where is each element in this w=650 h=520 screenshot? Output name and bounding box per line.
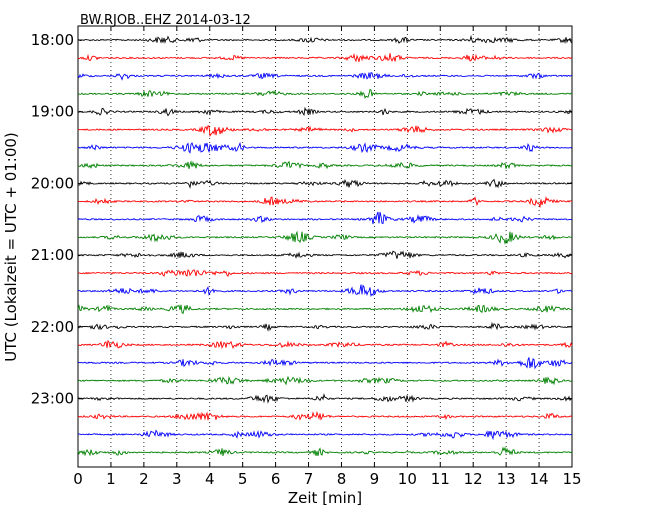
trace-0 <box>77 34 573 45</box>
trace-5 <box>77 125 573 138</box>
trace-7 <box>77 160 573 170</box>
trace-4 <box>77 106 573 117</box>
trace-1 <box>77 52 573 63</box>
trace-23 <box>77 446 573 457</box>
x-tick-label-14: 14 <box>530 470 549 488</box>
grid-lines <box>110 26 540 467</box>
y-tick-label-2: 20:00 <box>31 174 74 192</box>
trace-12 <box>77 250 573 259</box>
x-tick-label-10: 10 <box>398 470 417 488</box>
trace-6 <box>77 141 573 154</box>
trace-3 <box>77 88 573 99</box>
trace-15 <box>77 304 573 315</box>
x-axis-ticks: 0 1 2 3 4 5 6 7 8 9 10 11 12 13 14 15 <box>73 26 582 488</box>
x-tick-label-4: 4 <box>205 470 215 488</box>
trace-11 <box>77 230 573 245</box>
x-tick-label-1: 1 <box>106 470 116 488</box>
y-axis-label: UTC (Lokalzeit = UTC + 01:00) <box>2 132 20 362</box>
trace-2 <box>77 72 573 81</box>
y-tick-label-5: 23:00 <box>31 390 74 408</box>
x-tick-label-12: 12 <box>464 470 483 488</box>
x-tick-label-2: 2 <box>139 470 149 488</box>
trace-14 <box>78 284 573 298</box>
trace-22 <box>77 429 573 441</box>
x-tick-label-13: 13 <box>497 470 516 488</box>
x-tick-label-6: 6 <box>271 470 281 488</box>
x-tick-label-3: 3 <box>172 470 182 488</box>
x-tick-label-0: 0 <box>73 470 83 488</box>
y-axis-ticks: 18:00 19:00 20:00 21:00 22:00 23:00 <box>31 31 572 408</box>
trace-20 <box>77 393 573 404</box>
trace-21 <box>77 410 573 421</box>
trace-16 <box>77 321 573 332</box>
trace-10 <box>77 211 573 225</box>
chart-title: BW.RJOB..EHZ 2014-03-12 <box>80 13 251 28</box>
x-tick-label-7: 7 <box>304 470 314 488</box>
x-tick-label-9: 9 <box>370 470 380 488</box>
x-tick-label-5: 5 <box>238 470 248 488</box>
trace-18 <box>77 357 573 370</box>
trace-17 <box>77 339 573 350</box>
trace-9 <box>77 195 573 209</box>
x-axis-label: Zeit [min] <box>288 489 362 507</box>
y-tick-label-1: 19:00 <box>31 103 74 121</box>
trace-13 <box>77 269 573 277</box>
x-tick-label-15: 15 <box>562 470 581 488</box>
trace-8 <box>77 178 573 189</box>
trace-19 <box>77 375 573 386</box>
x-tick-label-11: 11 <box>431 470 450 488</box>
y-tick-label-3: 21:00 <box>31 246 74 264</box>
x-tick-label-8: 8 <box>337 470 347 488</box>
seismogram-traces <box>77 34 573 457</box>
plot-frame <box>77 25 573 468</box>
y-tick-label-0: 18:00 <box>31 31 74 49</box>
y-tick-label-4: 22:00 <box>31 318 74 336</box>
